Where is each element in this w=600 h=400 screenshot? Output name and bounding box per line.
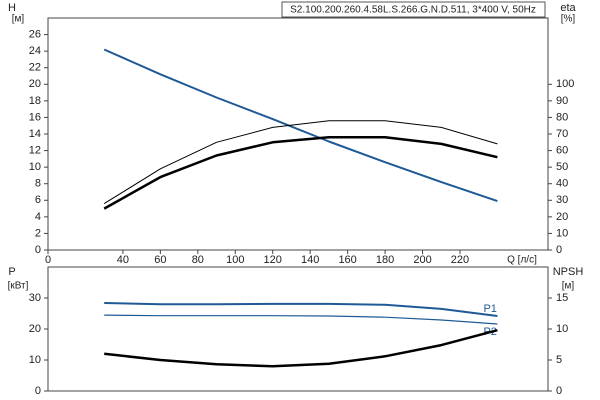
y2-axis-label: eta [560, 2, 576, 14]
y-tick-label: 20 [29, 78, 41, 90]
x-tick-label: 120 [264, 254, 282, 266]
y2-tick-label: 10 [556, 227, 568, 239]
y2-tick-label: 15 [556, 292, 568, 304]
y2-tick-label: 0 [556, 385, 562, 397]
y2-tick-label: 100 [556, 78, 574, 90]
y2-tick-label: 40 [556, 178, 568, 190]
y-tick-label: 26 [29, 28, 41, 40]
y-axis-label: P [8, 266, 15, 278]
y-tick-label: 0 [35, 244, 41, 256]
series-line [104, 328, 498, 368]
y2-tick-label: 0 [556, 244, 562, 256]
series-line [104, 314, 498, 325]
y-tick-label: 12 [29, 144, 41, 156]
y-tick-label: 2 [35, 227, 41, 239]
y-axis-label: H [8, 2, 16, 14]
y-tick-label: 6 [35, 194, 41, 206]
y-tick-label: 20 [29, 323, 41, 335]
x-tick-label: 200 [413, 254, 431, 266]
y2-tick-label: 80 [556, 111, 568, 123]
y2-axis-unit: [%] [561, 14, 576, 25]
plot-frame [47, 17, 549, 251]
x-tick-label: 180 [376, 254, 394, 266]
title-box [281, 1, 546, 18]
y2-tick-label: 50 [556, 161, 568, 173]
x-tick-label: 140 [301, 254, 319, 266]
y-axis-unit: [кВт] [8, 281, 29, 292]
series-line [103, 120, 498, 205]
y-tick-label: 10 [29, 354, 41, 366]
x-tick-label: 220 [451, 254, 469, 266]
y2-tick-label: 90 [556, 95, 568, 107]
x-tick-label: 0 [45, 254, 51, 266]
y-tick-label: 10 [29, 161, 41, 173]
y-axis-unit: [м] [12, 14, 25, 25]
series-line [103, 48, 498, 203]
x-tick-label: 100 [226, 254, 244, 266]
x-tick-label: 160 [338, 254, 356, 266]
chart-title: S2.100.200.260.4.58L.S.266.G.N.D.511, 3*… [290, 5, 536, 16]
y2-tick-label: 30 [556, 194, 568, 206]
y-tick-label: 4 [35, 211, 41, 223]
x-tick-label: 40 [117, 254, 129, 266]
y2-tick-label: 20 [556, 211, 568, 223]
y2-tick-label: 60 [556, 144, 568, 156]
y-tick-label: 16 [29, 111, 41, 123]
y-tick-label: 14 [29, 128, 41, 140]
series-line [104, 302, 498, 317]
y2-tick-label: 5 [556, 354, 562, 366]
y-tick-label: 0 [35, 385, 41, 397]
y-tick-label: 30 [29, 292, 41, 304]
plot-frame [47, 266, 549, 392]
series-line [103, 136, 498, 210]
y-tick-label: 8 [35, 178, 41, 190]
x-tick-label: 60 [154, 254, 166, 266]
x-axis-label: Q [л/с] [507, 255, 537, 266]
y-tick-label: 22 [29, 62, 41, 74]
y-tick-label: 24 [29, 45, 41, 57]
y2-axis-label: NPSH [553, 266, 584, 278]
x-tick-label: 80 [192, 254, 204, 266]
y2-tick-label: 10 [556, 323, 568, 335]
y-tick-label: 18 [29, 95, 41, 107]
y2-tick-label: 70 [556, 128, 568, 140]
y2-axis-unit: [м] [562, 281, 575, 292]
series-label: P1 [483, 303, 496, 315]
